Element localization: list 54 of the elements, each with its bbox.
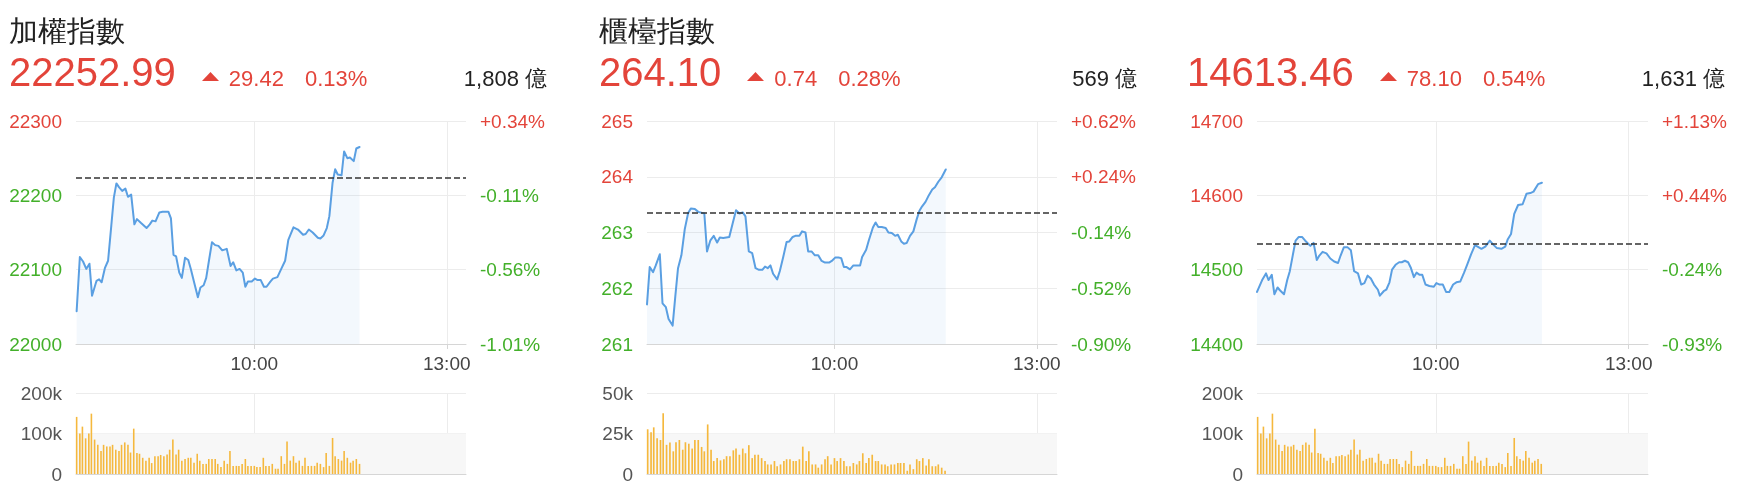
y2-tick-label: +0.24% — [1071, 166, 1137, 188]
y2-tick-label: -0.52% — [1071, 277, 1132, 299]
y-tick-label: 50k — [602, 382, 634, 404]
y-tick-label: 100k — [1201, 423, 1244, 444]
y-tick-label: 200k — [1201, 382, 1244, 404]
x-tick-label: 13:00 — [422, 353, 471, 374]
y2-tick-label: -0.56% — [480, 259, 541, 281]
text: 0.13% — [304, 66, 368, 91]
chart-title: 加權指數 — [9, 15, 125, 47]
y-tick-label: 0 — [1232, 463, 1243, 485]
text: 0.54% — [1482, 66, 1546, 91]
y2-tick-label: -1.01% — [480, 333, 541, 355]
chart-subtitle: 14613.46 — [1187, 50, 1354, 94]
text: 78.10 — [1406, 66, 1462, 91]
y-tick-label: 0 — [51, 463, 62, 485]
y-tick-label: 200k — [20, 382, 63, 404]
y2-tick-label: -0.14% — [1071, 222, 1132, 243]
y2-tick-label: -0.24% — [1662, 258, 1723, 280]
text: 1,808 億 — [463, 66, 547, 91]
y2-tick-label: +0.44% — [1662, 185, 1728, 207]
y-tick-label: 261 — [601, 333, 633, 355]
y-tick-label: 22000 — [9, 333, 62, 355]
x-tick-label: 10:00 — [1412, 353, 1460, 374]
y2-tick-label: +0.34% — [480, 110, 546, 132]
y-tick-label: 25k — [602, 423, 634, 444]
x-tick-label: 13:00 — [1604, 353, 1653, 374]
text: 569 億 — [1072, 66, 1137, 91]
y2-tick-label: +1.13% — [1662, 110, 1728, 132]
y2-tick-label: -0.93% — [1662, 333, 1723, 355]
y2-tick-label: -0.11% — [480, 184, 539, 206]
y-tick-label: 22200 — [9, 184, 62, 206]
y-tick-label: 14400 — [1190, 333, 1243, 355]
chart-title: 櫃檯指數 — [599, 15, 715, 47]
y-tick-label: 263 — [601, 222, 633, 243]
text: 1,631 億 — [1641, 66, 1725, 91]
y-tick-label: 265 — [601, 110, 633, 132]
y-tick-label: 264 — [601, 166, 634, 188]
text: 29.42 — [228, 66, 284, 91]
text: 0.74 — [774, 66, 818, 91]
y-tick-label: 14500 — [1190, 259, 1243, 281]
y-tick-label: 100k — [20, 423, 63, 444]
chart-subtitle: 22252.99 — [9, 50, 176, 94]
x-tick-label: 10:00 — [810, 353, 859, 374]
x-tick-label: 13:00 — [1013, 353, 1061, 374]
y2-tick-label: +0.62% — [1071, 110, 1137, 132]
y-tick-label: 14600 — [1190, 184, 1243, 206]
text: 0.28% — [838, 66, 901, 91]
y-tick-label: 0 — [622, 463, 633, 485]
y-tick-label: 262 — [601, 277, 633, 299]
y-tick-label: 22300 — [9, 110, 62, 132]
y-tick-label: 14700 — [1190, 110, 1243, 132]
y-tick-label: 22100 — [9, 259, 62, 281]
y2-tick-label: -0.90% — [1071, 333, 1132, 355]
chart-subtitle: 264.10 — [599, 50, 722, 94]
